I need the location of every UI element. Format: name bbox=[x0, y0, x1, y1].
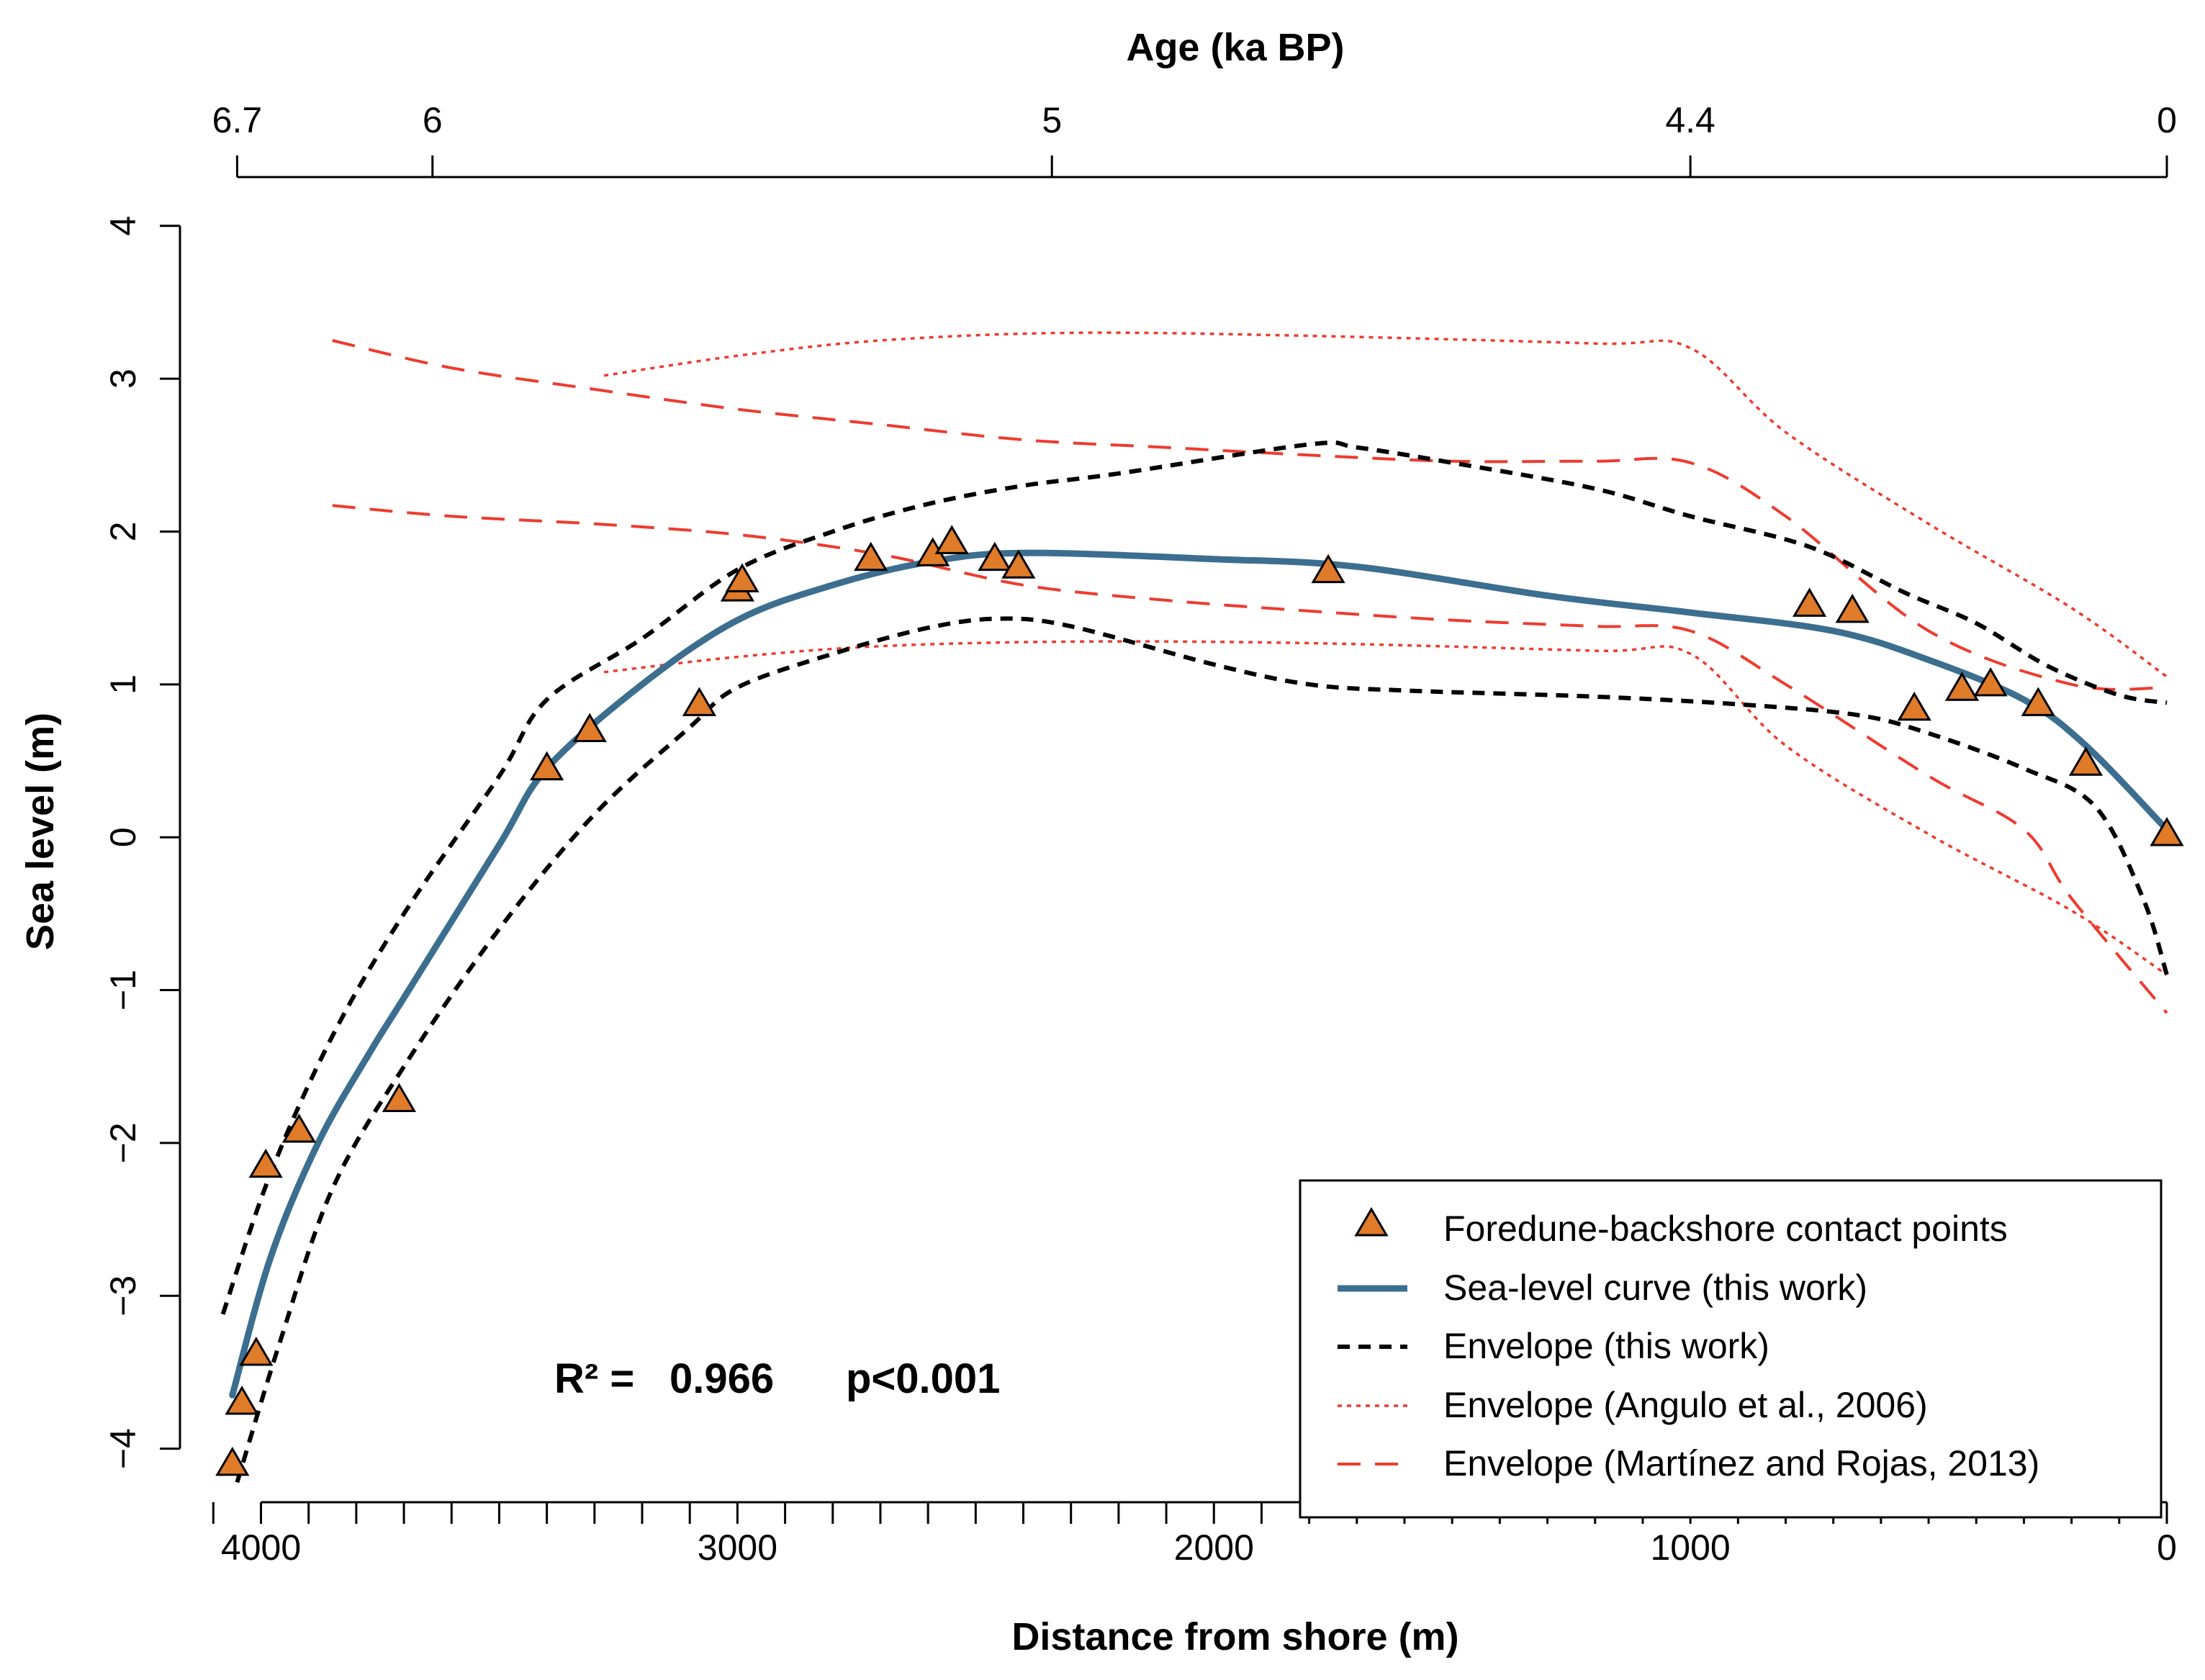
data-point-triangle bbox=[854, 541, 888, 572]
x-tick-label: 4000 bbox=[221, 1527, 301, 1568]
series-line-solid bbox=[229, 549, 2170, 1399]
points-layer bbox=[215, 525, 2184, 1476]
y-tick-label: −1 bbox=[103, 970, 143, 1011]
y-tick-label: −3 bbox=[103, 1275, 143, 1317]
data-point-triangle bbox=[1897, 691, 1931, 721]
p-value: p<0.001 bbox=[846, 1355, 1000, 1402]
data-point-triangle bbox=[934, 525, 969, 554]
data-point-triangle bbox=[725, 563, 759, 592]
data-point-triangle bbox=[1311, 554, 1345, 584]
y-tick-label: 0 bbox=[103, 827, 143, 847]
legend: Foredune-backshore contact points Sea-le… bbox=[1299, 1179, 2163, 1519]
legend-label-points: Foredune-backshore contact points bbox=[1443, 1209, 2008, 1249]
x-axis-title: Distance from shore (m) bbox=[1011, 1615, 1458, 1658]
data-point-triangle bbox=[1973, 667, 2008, 697]
series-line-dashed-black-upper bbox=[220, 440, 2168, 1315]
legend-label-envelope-this: Envelope (this work) bbox=[1443, 1326, 1769, 1366]
x-tick-label: 1000 bbox=[1651, 1527, 1731, 1568]
x-tick-label: 3000 bbox=[698, 1527, 777, 1568]
data-point-triangle bbox=[572, 713, 607, 743]
legend-label-curve: Sea-level curve (this work) bbox=[1443, 1268, 1867, 1308]
data-point-triangle bbox=[225, 1385, 259, 1415]
top-tick-label: 5 bbox=[1042, 100, 1062, 140]
y-tick-label: 2 bbox=[103, 522, 143, 542]
data-point-triangle bbox=[215, 1446, 250, 1476]
x-tick-label: 2000 bbox=[1174, 1527, 1254, 1568]
y-tick-label: −2 bbox=[103, 1122, 143, 1163]
y-tick-label: 1 bbox=[103, 674, 143, 695]
y-axis-title: Sea level (m) bbox=[19, 713, 62, 950]
series-line-dashed-red-upper bbox=[332, 339, 2168, 691]
top-tick-label: 0 bbox=[2157, 100, 2177, 140]
data-point-triangle bbox=[2021, 687, 2055, 716]
data-point-triangle bbox=[239, 1337, 274, 1366]
y-tick-label: 3 bbox=[103, 369, 143, 389]
data-point-triangle bbox=[1944, 672, 1980, 701]
top-tick-label: 6 bbox=[423, 100, 443, 140]
legend-symbol-triangle bbox=[1354, 1207, 1389, 1237]
top-tick-label: 6.7 bbox=[212, 100, 263, 140]
axes-layer: 4000 3000 2000 1000 0 4 3 2 1 0 −1 −2 −3 −4 6.7 6 5 4.4 0 bbox=[103, 100, 2177, 1568]
data-point-triangle bbox=[248, 1148, 283, 1178]
x-tick-label: 0 bbox=[2157, 1527, 2177, 1568]
series-line-dotted-red-upper bbox=[603, 331, 2168, 678]
r2-value: 0.966 bbox=[669, 1355, 774, 1402]
series-line-dotted-red-lower bbox=[603, 640, 2168, 976]
data-point-triangle bbox=[1792, 587, 1827, 617]
y-tick-label: −4 bbox=[103, 1428, 143, 1469]
data-point-triangle bbox=[530, 751, 564, 781]
data-point-triangle bbox=[978, 541, 1012, 572]
r2-label: R² = bbox=[554, 1355, 634, 1402]
series-line-dashed-black-lower bbox=[235, 616, 2169, 1483]
data-point-triangle bbox=[682, 687, 717, 716]
data-point-triangle bbox=[382, 1083, 417, 1112]
legend-label-envelope-angulo: Envelope (Angulo et al., 2006) bbox=[1443, 1385, 1928, 1425]
top-axis-title: Age (ka BP) bbox=[1126, 26, 1344, 69]
data-point-triangle bbox=[2068, 746, 2103, 776]
data-point-triangle bbox=[281, 1113, 317, 1143]
series-line-dashed-red-lower bbox=[332, 504, 2168, 1014]
data-point-triangle bbox=[2150, 816, 2184, 846]
legend-label-envelope-martinez: Envelope (Martínez and Rojas, 2013) bbox=[1443, 1443, 2039, 1483]
data-point-triangle bbox=[1835, 593, 1870, 623]
top-tick-label: 4.4 bbox=[1665, 100, 1715, 140]
data-point-triangle bbox=[1001, 549, 1036, 579]
legend-box bbox=[1299, 1179, 2163, 1519]
y-tick-label: 4 bbox=[103, 216, 143, 236]
series-layer bbox=[220, 331, 2170, 1483]
fit-annotation: R² = 0.966 p<0.001 bbox=[554, 1355, 1000, 1402]
